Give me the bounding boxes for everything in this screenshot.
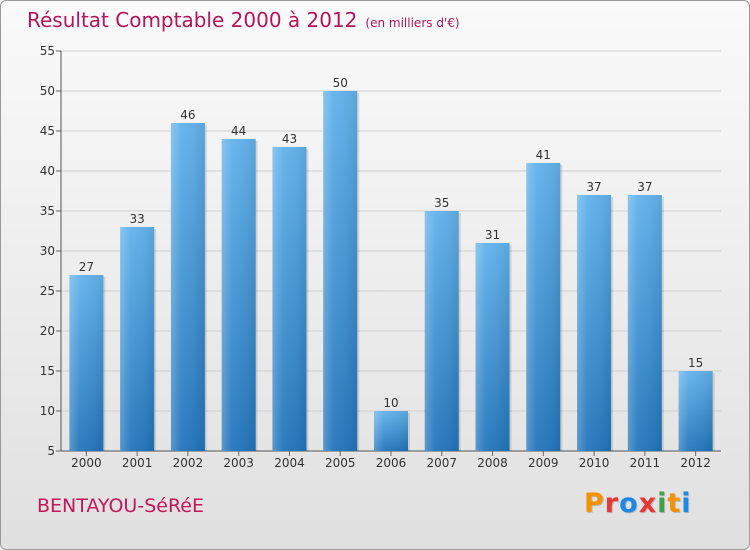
bar-highlight [475, 243, 510, 451]
value-label: 43 [282, 132, 297, 146]
value-label: 50 [333, 76, 348, 90]
y-tick-label: 20 [40, 324, 55, 338]
x-tick-label: 2006 [376, 456, 407, 470]
x-tick-label: 2002 [173, 456, 204, 470]
x-tick-label: 2009 [528, 456, 559, 470]
bar-highlight [221, 139, 256, 451]
bar-highlight [120, 227, 155, 451]
y-tick-label: 45 [40, 124, 55, 138]
bar-highlight [272, 147, 307, 451]
y-tick-label: 15 [40, 364, 55, 378]
grid-lines [61, 50, 721, 452]
y-tick-label: 40 [40, 164, 55, 178]
chart-title: Résultat Comptable 2000 à 2012 (en millie… [27, 8, 460, 32]
value-label: 31 [485, 228, 500, 242]
y-tick-label: 50 [40, 84, 55, 98]
bars [69, 91, 715, 451]
value-label: 37 [586, 180, 601, 194]
bar-highlight [69, 275, 104, 451]
value-label: 35 [434, 196, 449, 210]
value-label: 44 [231, 124, 246, 138]
bar-highlight [577, 195, 612, 451]
value-label: 46 [180, 108, 195, 122]
unit-label: (en milliers d'€) [365, 16, 460, 30]
y-tick-label: 30 [40, 244, 55, 258]
x-tick-label: 2007 [426, 456, 457, 470]
x-tick-label: 2005 [325, 456, 356, 470]
bar-highlight [424, 211, 459, 451]
x-tick-label: 2012 [680, 456, 711, 470]
labels: 5 10 15 20 25 30 35 40 45 50 55 27 2000 33 2001 46 2002 4… [40, 44, 711, 470]
value-label: 10 [383, 396, 398, 410]
value-label: 27 [79, 260, 94, 274]
x-tick-label: 2001 [122, 456, 153, 470]
x-tick-label: 2010 [579, 456, 610, 470]
proxiti-logo[interactable]: Proxiti [584, 488, 692, 519]
bar-highlight [627, 195, 662, 451]
y-tick-label: 5 [47, 444, 55, 458]
bar-highlight [374, 411, 408, 451]
x-tick-label: 2000 [71, 456, 102, 470]
commune-name: BENTAYOU-SéRéE [37, 495, 204, 517]
x-tick-label: 2003 [223, 456, 254, 470]
y-tick-label: 35 [40, 204, 55, 218]
y-tick-label: 25 [40, 284, 55, 298]
value-label: 33 [130, 212, 145, 226]
value-label: 41 [536, 148, 551, 162]
bar-highlight [526, 163, 561, 451]
y-tick-label: 55 [40, 44, 55, 58]
x-tick-label: 2004 [274, 456, 305, 470]
x-tick-label: 2011 [630, 456, 661, 470]
x-tick-label: 2008 [477, 456, 508, 470]
bar-highlight [170, 123, 205, 451]
bar-highlight [323, 91, 358, 451]
value-label: 37 [637, 180, 652, 194]
y-tick-label: 10 [40, 404, 55, 418]
value-label: 15 [688, 356, 703, 370]
bar-highlight [678, 371, 713, 451]
